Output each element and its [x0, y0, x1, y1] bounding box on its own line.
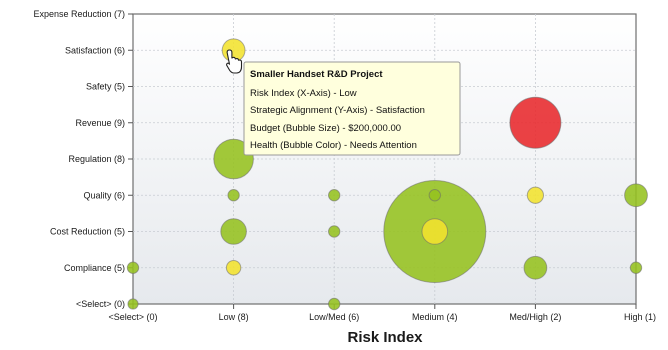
y-tick-label: Revenue (9): [75, 118, 125, 128]
tooltip-box: [243, 61, 461, 156]
tooltip-line-risk: Risk Index (X-Axis) - Low: [250, 88, 357, 99]
tooltip-line-alignment: Strategic Alignment (Y-Axis) - Satisfact…: [250, 105, 425, 116]
hand-pointer-icon: [226, 49, 243, 74]
x-axis-title: Risk Index: [347, 329, 423, 346]
bubble: [526, 186, 545, 204]
bubble: [225, 260, 242, 276]
bubble: [220, 218, 247, 245]
bubble: [523, 255, 548, 280]
y-tick-label: Expense Reduction (7): [33, 9, 125, 19]
x-tick-label: Low (8): [219, 312, 249, 322]
y-tick-label: Quality (6): [83, 190, 125, 200]
bubble: [629, 261, 643, 274]
x-tick-label: Med/High (2): [509, 312, 561, 322]
y-tick-label: Regulation (8): [68, 154, 125, 164]
tooltip-title: Smaller Handset R&D Project: [250, 69, 383, 80]
y-tick-label: <Select> (0): [76, 299, 125, 309]
bubble: [328, 189, 341, 202]
x-tick-label: Medium (4): [412, 312, 458, 322]
bubble: [509, 96, 562, 149]
y-tick-labels: <Select> (0) Compliance (5) Cost Reduction…: [33, 9, 133, 309]
plot-area: [132, 13, 637, 305]
bubble: [328, 297, 341, 311]
x-tick-label: <Select> (0): [108, 312, 157, 322]
x-tick-label: High (1): [624, 312, 656, 322]
tooltip: Smaller Handset R&D Project Risk Index (…: [243, 61, 461, 156]
bubble: [127, 298, 139, 310]
bubbles: [126, 38, 648, 311]
bubble: [428, 189, 441, 202]
y-tick-label: Cost Reduction (5): [50, 227, 125, 237]
bubble: [624, 183, 648, 208]
x-tick-labels: <Select> (0) Low (8) Low/Med (6) Medium (4)…: [108, 304, 656, 322]
bubble: [227, 189, 240, 202]
bubble: [328, 225, 341, 238]
tooltip-line-budget: Budget (Bubble Size) - $200,000.00: [250, 123, 401, 134]
y-tick-label: Satisfaction (6): [65, 45, 125, 55]
bubble: [126, 261, 140, 274]
tooltip-line-health: Health (Bubble Color) - Needs Attention: [250, 140, 417, 151]
y-tick-label: Safety (5): [86, 82, 125, 92]
bubble: [421, 218, 449, 245]
x-tick-label: Low/Med (6): [309, 312, 359, 322]
y-tick-label: Compliance (5): [64, 263, 125, 273]
